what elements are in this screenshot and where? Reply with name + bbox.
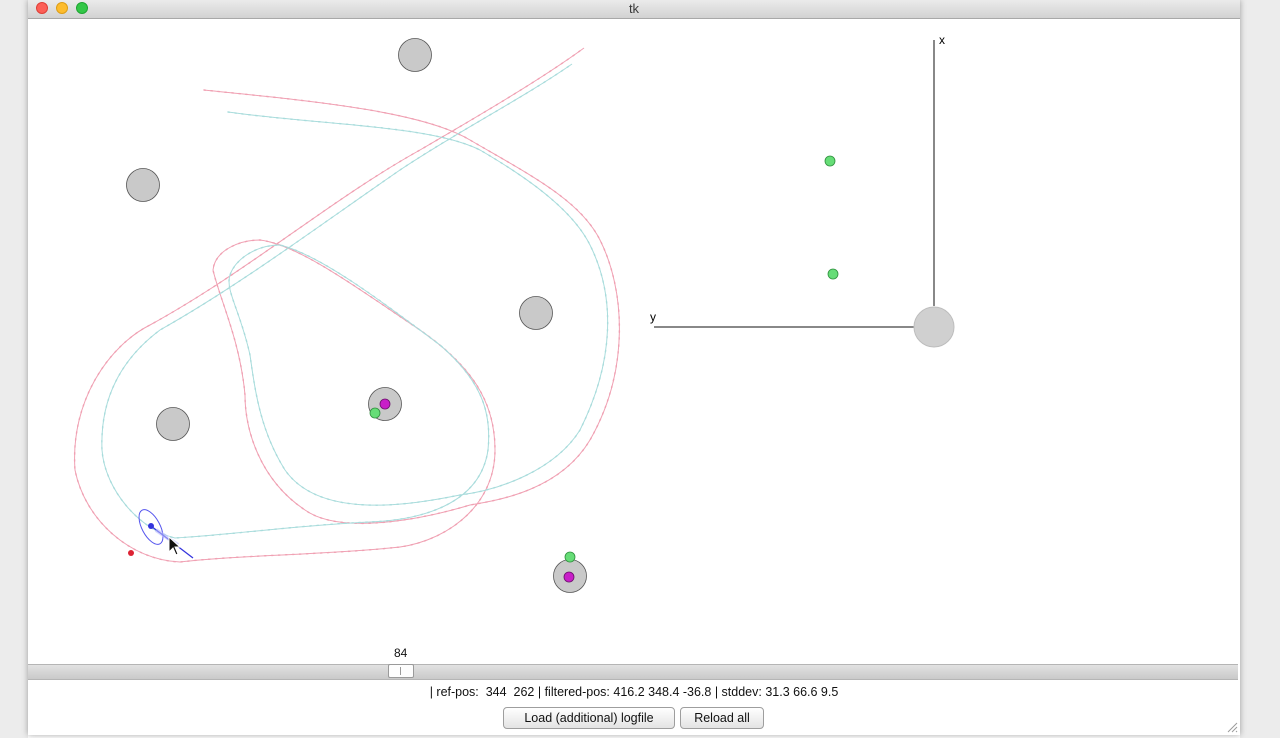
landmark-matches — [379, 398, 575, 583]
window-title: tk — [628, 1, 640, 16]
map-observations — [369, 407, 576, 563]
reference-track-line — [74, 47, 620, 563]
reference-position-marker — [128, 550, 134, 556]
status-line: | ref-pos: 344 262 | filtered-pos: 416.2… — [429, 685, 839, 699]
resize-grip-icon[interactable] — [1226, 721, 1238, 733]
sensor-view: x y — [650, 33, 955, 348]
x-axis-label: x — [939, 33, 945, 47]
desktop-background-left — [0, 0, 28, 738]
slider-thumb[interactable] — [388, 664, 414, 678]
sensor-observation — [824, 155, 836, 167]
slider-value: 84 — [394, 646, 408, 660]
map-canvas[interactable]: x y — [28, 19, 1240, 659]
reload-all-button[interactable]: Reload all — [680, 707, 764, 729]
close-window-icon[interactable] — [36, 2, 48, 14]
mouse-pointer-icon — [168, 536, 182, 556]
load-logfile-button[interactable]: Load (additional) logfile — [503, 707, 675, 729]
landmark — [126, 168, 160, 202]
zoom-window-icon[interactable] — [76, 2, 88, 14]
sensor-observation — [827, 268, 839, 280]
filtered-track-line — [101, 63, 609, 539]
landmark — [519, 296, 553, 330]
sensor-observations — [824, 155, 839, 280]
landmark — [156, 407, 190, 441]
landmarks — [126, 38, 587, 593]
minimize-window-icon[interactable] — [56, 2, 68, 14]
frame-slider[interactable] — [28, 664, 1238, 680]
landmark — [398, 38, 432, 72]
desktop-background-right — [1240, 0, 1280, 738]
landmark-match — [563, 571, 575, 583]
observation — [369, 407, 381, 419]
titlebar[interactable]: tk — [28, 0, 1240, 19]
app-window: tk x y 84 | ref-pos: — [28, 0, 1240, 735]
robot-estimate — [138, 509, 194, 559]
landmark-match — [379, 398, 391, 410]
sensor-origin — [913, 306, 955, 348]
y-axis-label: y — [650, 310, 656, 324]
observation — [564, 551, 576, 563]
